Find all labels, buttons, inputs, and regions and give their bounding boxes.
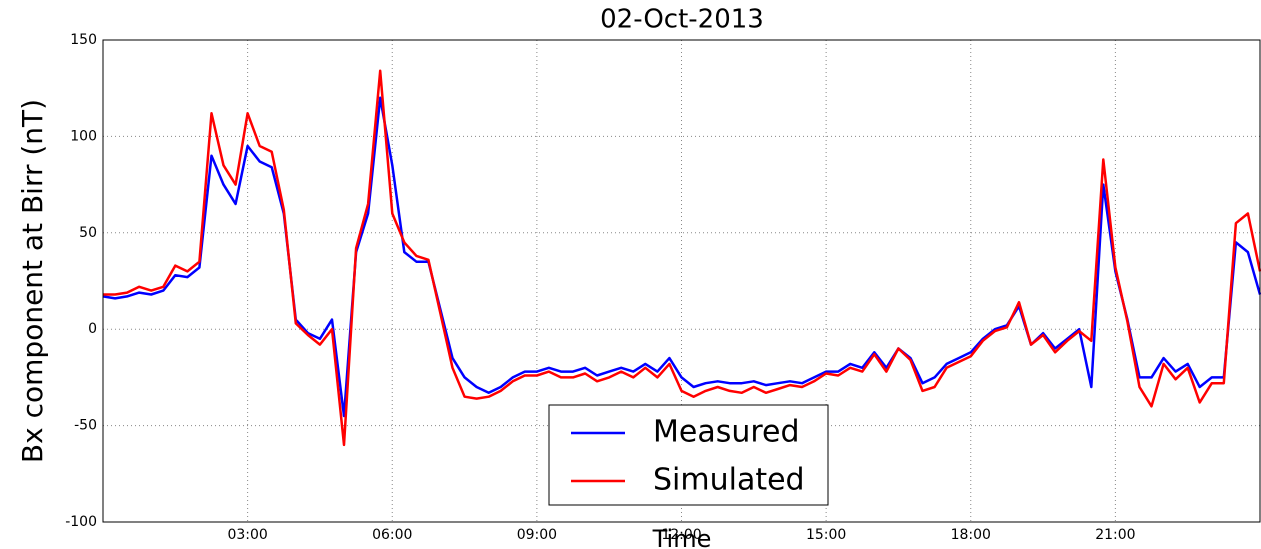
y-tick-label: 150 xyxy=(70,32,97,48)
x-tick-label: 15:00 xyxy=(806,527,846,543)
x-tick-label: 18:00 xyxy=(951,527,991,543)
legend: Measured Simulated xyxy=(548,404,829,506)
y-tick-label: 100 xyxy=(70,128,97,144)
plot-frame xyxy=(102,39,1261,523)
y-tick-label: -50 xyxy=(74,418,97,434)
legend-label: Measured xyxy=(653,415,800,450)
x-tick-label: 09:00 xyxy=(517,527,557,543)
x-tick-label: 21:00 xyxy=(1095,527,1135,543)
chart-title: 02-Oct-2013 xyxy=(600,5,764,35)
y-tick-label: 0 xyxy=(88,321,97,337)
legend-label: Simulated xyxy=(653,463,805,498)
series-line xyxy=(103,69,1261,447)
x-axis-label: Time xyxy=(652,525,712,549)
y-tick-label: -100 xyxy=(65,514,97,530)
y-tick-label: 50 xyxy=(79,225,97,241)
y-axis-label: Bx component at Birr (nT) xyxy=(16,99,49,463)
x-tick-label: 06:00 xyxy=(372,527,412,543)
legend-box xyxy=(548,404,829,506)
x-tick-label: 03:00 xyxy=(227,527,267,543)
x-tick-label: 12:00 xyxy=(661,527,701,543)
